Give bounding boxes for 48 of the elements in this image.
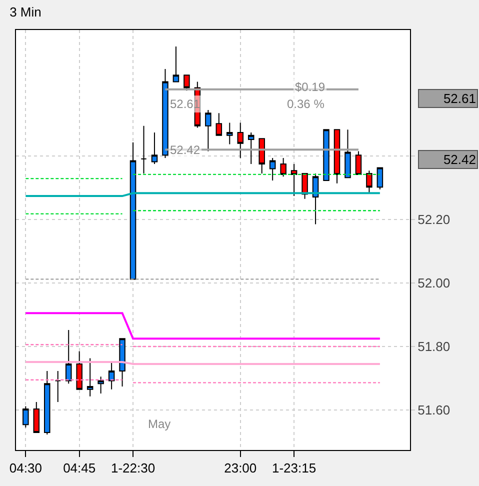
candlestick [366,170,372,194]
candlestick [323,129,330,181]
candlestick [237,122,244,158]
candlestick [269,157,276,181]
chart-title: 3 Min [10,4,42,20]
y-tick-label: 51.80 [418,339,450,354]
x-tick-label: 04:30 [9,460,42,476]
candlestick [108,360,115,390]
candlestick [98,376,104,394]
candlestick [312,172,319,225]
candlestick [33,402,40,434]
candlestick [119,338,126,388]
annotation: May [148,417,171,431]
candlestick [355,150,362,175]
candlestick [162,68,168,158]
y-tick-label: 51.60 [418,402,450,418]
candlestick [151,132,158,164]
annotation: $0.19 [295,80,326,94]
candlestick [65,330,72,384]
x-tick-label: 1-23:15 [272,460,316,476]
x-tick-label: 04:45 [63,460,96,476]
x-tick-label: 1-22:30 [110,460,156,476]
y-tick-label: 52.00 [418,276,450,291]
candlestick [130,142,136,280]
candlestick [376,167,384,190]
text: 52.61 [443,91,476,106]
candlestick [205,110,212,152]
candlestick [248,132,254,164]
candlestick [226,122,233,145]
annotation: 0.36 % [287,97,325,111]
annotation: 52.42 [170,143,200,157]
candlestick [258,138,265,174]
text: 52.42 [443,152,476,167]
candlestick [290,163,298,197]
candlestick [44,370,50,435]
candlestick [334,129,340,184]
candlestick [216,112,222,136]
candlestick [86,358,94,397]
candlestick [172,46,180,82]
candlestick [344,129,351,178]
candlestick [54,370,61,403]
x-tick-label: 23:00 [224,460,257,476]
candlestick [76,350,82,390]
y-tick-label: 52.20 [418,212,450,228]
candlestick [22,406,29,428]
candlestick [184,74,190,92]
candlestick [280,157,286,178]
candlestick [140,125,147,174]
